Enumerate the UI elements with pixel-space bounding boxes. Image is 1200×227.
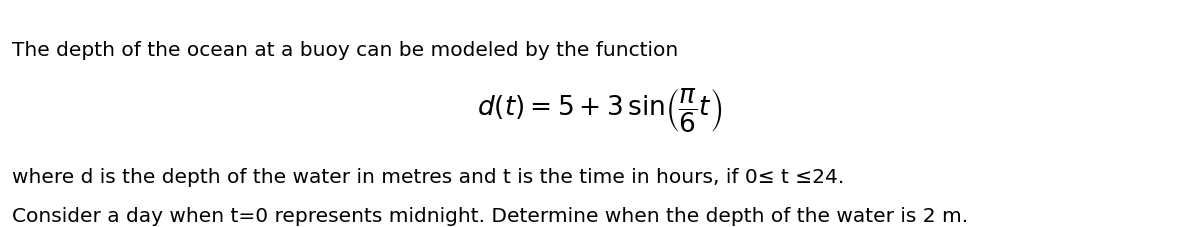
Text: The depth of the ocean at a buoy can be modeled by the function: The depth of the ocean at a buoy can be … <box>12 41 678 60</box>
Text: where d is the depth of the water in metres and t is the time in hours, if 0≤ t : where d is the depth of the water in met… <box>12 168 845 187</box>
Text: $d(t) = 5 + 3\,\sin\!\left(\dfrac{\pi}{6}t\right)$: $d(t) = 5 + 3\,\sin\!\left(\dfrac{\pi}{6… <box>478 86 722 134</box>
Text: Consider a day when t=0 represents midnight. Determine when the depth of the wat: Consider a day when t=0 represents midni… <box>12 207 968 226</box>
